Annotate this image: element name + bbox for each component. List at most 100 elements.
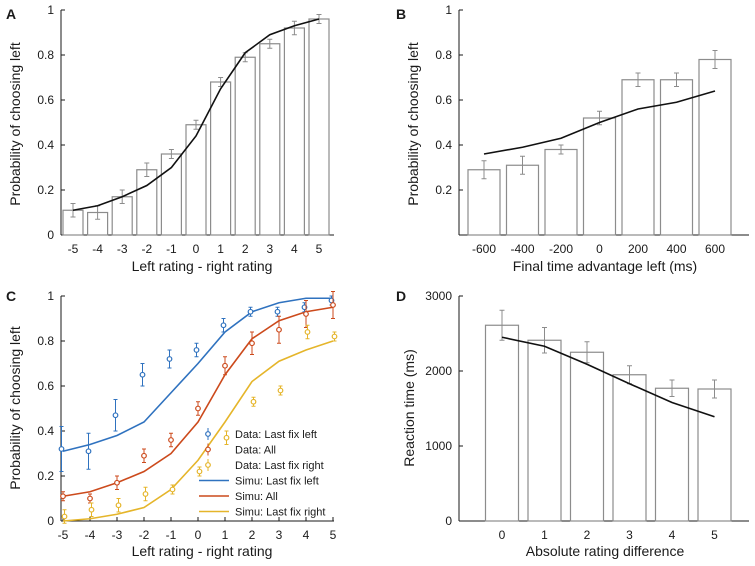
panel-a-model-line: [72, 18, 320, 212]
legend-label: Simu: Last fix right: [235, 507, 325, 519]
panel-a-bar: [160, 153, 182, 236]
panel-c-ytick-label: 0.4: [37, 424, 54, 438]
panel-b-bar: [659, 79, 694, 236]
panel-c-data-point-yellow: [88, 506, 95, 513]
panel-b-xtick-label: 600: [705, 242, 725, 256]
panel-a-label: A: [6, 6, 16, 22]
legend-label: Data: All: [235, 445, 276, 457]
panel-d-bar: [484, 324, 520, 522]
panel-b-bar: [582, 117, 617, 236]
panel-d-ylabel: Reaction time (ms): [401, 349, 417, 466]
panel-d-label: D: [396, 288, 406, 304]
panel-c-data-point-blue: [193, 347, 200, 353]
panel-c-data-point-yellow: [115, 502, 122, 509]
panel-d-plot-area: 0 1000 2000 3000 0 1 2 3 4 5: [425, 289, 749, 542]
panel-c-ytick-label: 1: [47, 289, 54, 303]
panel-c-data-point-red: [168, 437, 174, 443]
panel-d-xlabel: Absolute rating difference: [526, 543, 685, 559]
panel-b-xtick-label: -200: [549, 242, 573, 256]
panel-a-bar: [308, 18, 330, 236]
panel-c-data-point-blue: [274, 308, 281, 315]
panel-c-xtick-label: 5: [330, 528, 337, 542]
legend-label: Data: Last fix right: [235, 460, 324, 472]
panel-a-ytick-label: 1: [47, 3, 54, 17]
panel-c-data-point-blue: [139, 371, 146, 378]
panel-c-data-point-blue: [220, 322, 227, 329]
panel-a-ytick-label: 0.4: [37, 138, 54, 152]
panel-b-xtick-label: 200: [628, 242, 648, 256]
panel-d-bar: [697, 388, 732, 522]
panel-a-ytick-label: 0.2: [37, 183, 54, 197]
panel-a-xtick-label: -2: [141, 242, 152, 256]
panel-b-ylabel: Probability of choosing left: [405, 42, 421, 206]
panel-b-bar: [505, 164, 540, 236]
panel-a-xtick-label: 4: [291, 242, 298, 256]
panel-b-ytick-label: 0.2: [435, 183, 452, 197]
panel-a-ylabel: Probability of choosing left: [7, 42, 23, 206]
panel-c-xtick-label: 1: [222, 528, 229, 542]
panel-a-xtick-label: 3: [266, 242, 273, 256]
panel-a-xtick-label: 0: [193, 242, 200, 256]
panel-c-data-point-yellow: [196, 468, 203, 475]
panel-b-plot-area: 0.2 0.4 0.6 0.8 1 -600 -400 -200 0 200 400 600: [435, 3, 749, 256]
panel-d-xtick-label: 2: [584, 528, 591, 542]
panel-a: A 0 0.2 0.4 0.6 0.8 1 -5 -4 -3 -2 -1 0 1 2 3 4 5 Left ra…: [6, 3, 334, 274]
panel-a-xtick-label: -5: [68, 242, 79, 256]
panel-b-model-line: [483, 90, 716, 155]
panel-a-bar: [259, 43, 281, 236]
panel-c-data-point-yellow: [250, 398, 257, 405]
panel-c-xtick-label: -1: [166, 528, 177, 542]
panel-c-ytick-label: 0.2: [37, 469, 54, 483]
panel-b-bar: [621, 79, 655, 236]
panel-c-xtick-label: 3: [276, 528, 283, 542]
panel-a-bar: [283, 27, 305, 236]
panel-d-ytick-label: 3000: [425, 289, 452, 303]
panel-a-ytick-label: 0.6: [37, 93, 54, 107]
panel-d-bar: [569, 351, 605, 522]
panel-a-ytick-label: 0.8: [37, 48, 54, 62]
panel-c-data-point-yellow: [223, 434, 230, 441]
panel-c-ytick-label: 0.8: [37, 334, 54, 348]
panel-b-ytick-label: 0.6: [435, 93, 452, 107]
legend-marker-blue: [205, 431, 211, 437]
panel-d-xtick-label: 4: [669, 528, 676, 542]
panel-c-data-point-red: [222, 362, 228, 369]
panel-c-data-point-yellow: [169, 486, 176, 493]
panel-c-data-point-yellow: [304, 329, 311, 335]
panel-a-bar: [234, 56, 256, 236]
legend-marker-yellow: [205, 462, 211, 468]
panel-b-bar: [467, 169, 501, 236]
panel-c-xtick-label: 2: [249, 528, 256, 542]
panel-c-data-point-red: [141, 452, 147, 459]
legend-label: Simu: All: [235, 491, 278, 503]
panel-c: C 0 0.2 0.4 0.6 0.8 1 -5 -4 -3 -2 -1 0 1 2 3 4 5 Data: La…: [6, 288, 338, 559]
panel-c-data-point-blue: [112, 412, 119, 419]
panel-b-bar: [698, 58, 732, 236]
panel-a-bar: [185, 124, 207, 236]
panel-c-ytick-label: 0.6: [37, 379, 54, 393]
panel-c-data-point-yellow: [331, 333, 338, 340]
panel-a-xtick-label: -1: [166, 242, 177, 256]
panel-a-xtick-label: 1: [217, 242, 224, 256]
panel-d-ytick-label: 1000: [425, 439, 452, 453]
panel-c-data-point-red: [303, 311, 309, 317]
panel-d-xtick-label: 5: [711, 528, 718, 542]
panel-c-sim-line-blue: [62, 297, 333, 453]
panel-c-data-point-red: [276, 326, 282, 333]
panel-b: B 0.2 0.4 0.6 0.8 1 -600 -400 -200 0 200 400 600 Fi…: [396, 3, 749, 274]
panel-d-xtick-label: 3: [626, 528, 633, 542]
panel-c-xtick-label: 4: [303, 528, 310, 542]
panel-b-xtick-label: 0: [596, 242, 603, 256]
panel-c-label: C: [6, 288, 16, 304]
panel-c-data-point-red: [60, 493, 66, 500]
panel-c-xlabel: Left rating - right rating: [132, 543, 273, 559]
panel-a-plot-area: 0 0.2 0.4 0.6 0.8 1 -5 -4 -3 -2 -1 0 1 2 3 4 5: [37, 3, 334, 256]
panel-c-sim-line-red: [62, 306, 334, 498]
panel-d-xtick-label: 0: [499, 528, 506, 542]
panel-c-data-point-red: [87, 495, 93, 502]
panel-c-data-point-blue: [247, 308, 254, 315]
panel-c-data-point-red: [114, 479, 120, 486]
panel-c-data-point-yellow: [142, 491, 149, 497]
panel-d-bar: [654, 387, 690, 522]
